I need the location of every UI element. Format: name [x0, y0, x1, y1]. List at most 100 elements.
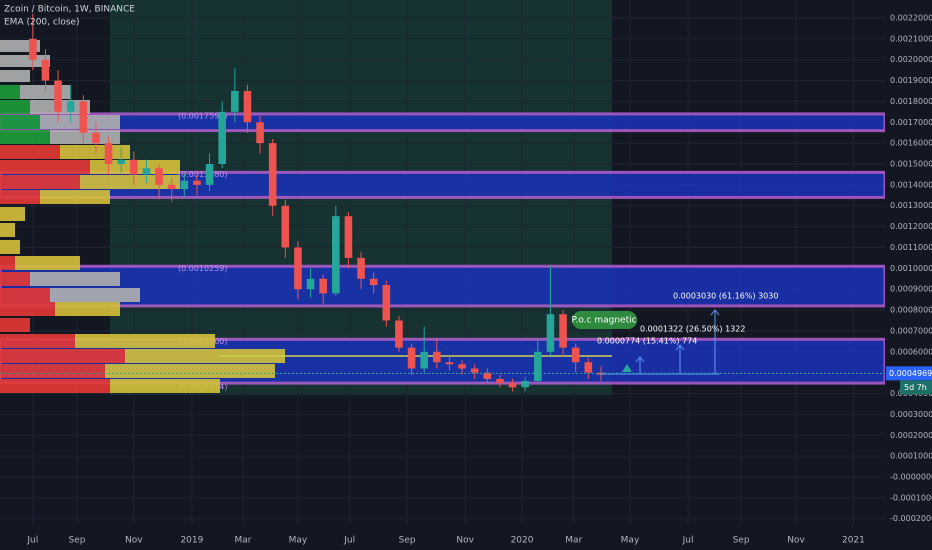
- candle-body: [357, 257, 365, 279]
- y-tick-label: 0.0015000: [890, 160, 932, 169]
- candle-body: [29, 38, 37, 60]
- countdown-badge: [900, 380, 932, 395]
- candle-body: [496, 378, 504, 384]
- y-tick-label: 0.0016000: [890, 139, 932, 148]
- candle-body: [433, 351, 441, 363]
- chart-title: Zcoin / Bitcoin, 1W, BINANCE: [4, 5, 135, 15]
- measure-arrows: [600, 309, 720, 375]
- candle-body: [332, 216, 340, 294]
- y-tick-label: -0.0000000: [890, 473, 932, 482]
- candle-body: [256, 122, 264, 144]
- x-tick-label: 2019: [180, 536, 203, 546]
- x-tick-label: Sep: [733, 536, 750, 546]
- y-tick-label: 0.0011000: [890, 243, 932, 252]
- candle-body: [79, 101, 88, 133]
- candle-body: [470, 368, 479, 373]
- y-tick-label: 0.0006000: [890, 347, 932, 356]
- x-tick-label: Sep: [399, 536, 416, 546]
- candle-body: [407, 347, 416, 369]
- candle-body: [180, 180, 189, 190]
- x-tick-label: May: [289, 536, 308, 546]
- zone: [0, 112, 887, 133]
- candle-body: [104, 143, 113, 165]
- candle-body: [54, 80, 62, 112]
- candle-body: [344, 216, 353, 258]
- candles: [29, 13, 605, 392]
- candle-body: [117, 159, 125, 165]
- x-tick-label: Mar: [565, 536, 582, 546]
- candle-body: [243, 90, 252, 123]
- candle-body: [92, 132, 100, 144]
- y-tick-label: 0.0021000: [890, 34, 932, 43]
- price-axis: [885, 0, 932, 550]
- y-tick-label: -0.0002000: [890, 514, 932, 523]
- annotation-bubble: [572, 311, 637, 329]
- zone-label: (0.0017592): [178, 111, 228, 120]
- y-tick-label: 0.0019000: [890, 76, 932, 85]
- candle-body: [281, 205, 290, 248]
- last-price-label: 0.0004969: [889, 369, 932, 378]
- y-tick-label: 0.0008000: [890, 306, 932, 315]
- zone-label: (0.0010259): [178, 264, 228, 273]
- candle-body: [534, 351, 542, 382]
- candle-body: [155, 168, 163, 185]
- y-tick-label: 0.0018000: [890, 97, 932, 106]
- candle-body: [483, 372, 492, 379]
- candle-body: [130, 159, 138, 175]
- candle-body: [268, 143, 277, 206]
- candle-body: [508, 383, 517, 388]
- y-tick-label: 0.0014000: [890, 180, 932, 189]
- x-tick-label: Jul: [682, 536, 694, 546]
- y-tick-label: 0.0007000: [890, 326, 932, 335]
- candle-body: [205, 164, 214, 185]
- candle-body: [382, 285, 391, 321]
- candle-body: [167, 184, 176, 190]
- measure-label: 0.0000774 (15.41%) 774: [597, 337, 697, 346]
- measure-label: 0.0003030 (61.16%) 3030: [673, 292, 778, 301]
- candle-body: [193, 180, 201, 185]
- candle-body: [458, 364, 466, 369]
- time-axis: [0, 525, 932, 550]
- candle-body: [571, 347, 580, 363]
- x-tick-label: Sep: [69, 536, 86, 546]
- y-tick-label: 0.0022000: [890, 13, 932, 22]
- candle-body: [231, 90, 239, 112]
- candle-body: [395, 320, 403, 348]
- y-tick-label: 0.0009000: [890, 285, 932, 294]
- x-tick-label: Nov: [125, 536, 143, 546]
- y-tick-label: 0.0003000: [890, 410, 932, 419]
- y-tick-label: 0.0001000: [890, 452, 932, 461]
- candle-body: [218, 111, 226, 165]
- volume-profile: [0, 40, 612, 393]
- candle-body: [559, 314, 567, 348]
- axes: 0.0022000 0.0021000 0.0020000 0.0019000 0.00…: [0, 13, 932, 546]
- arrow-icon: [622, 364, 632, 372]
- indicator-label: EMA (200, close): [4, 18, 80, 28]
- candle-body: [546, 314, 555, 352]
- zone-label: (0.0013480): [178, 170, 228, 179]
- y-tick-label: 0.0012000: [890, 222, 932, 231]
- candle-body: [142, 168, 151, 175]
- y-tick-label: 0.0013000: [890, 201, 932, 210]
- x-tick-label: Nov: [787, 536, 805, 546]
- countdown: 5d 7h: [904, 383, 927, 392]
- y-tick-label: -0.0001000: [890, 493, 932, 502]
- x-tick-label: Mar: [235, 536, 252, 546]
- candle-body: [294, 247, 302, 290]
- candle-body: [319, 278, 327, 294]
- x-tick-label: Jul: [26, 536, 38, 546]
- candle-body: [369, 278, 378, 286]
- candle-body: [445, 362, 454, 365]
- x-tick-label: 2020: [511, 536, 534, 546]
- y-tick-label: 0.0010000: [890, 264, 932, 273]
- measure-label: 0.0001322 (26.50%) 1322: [640, 325, 745, 334]
- candle-body: [584, 362, 593, 373]
- last-price-badge: [886, 366, 932, 381]
- annotation: P.o.c magnetic: [571, 316, 636, 326]
- candle-body: [66, 101, 75, 112]
- candle-body: [521, 381, 529, 388]
- candle-body: [306, 278, 315, 290]
- x-tick-label: Jul: [343, 536, 355, 546]
- candle-body: [41, 59, 50, 81]
